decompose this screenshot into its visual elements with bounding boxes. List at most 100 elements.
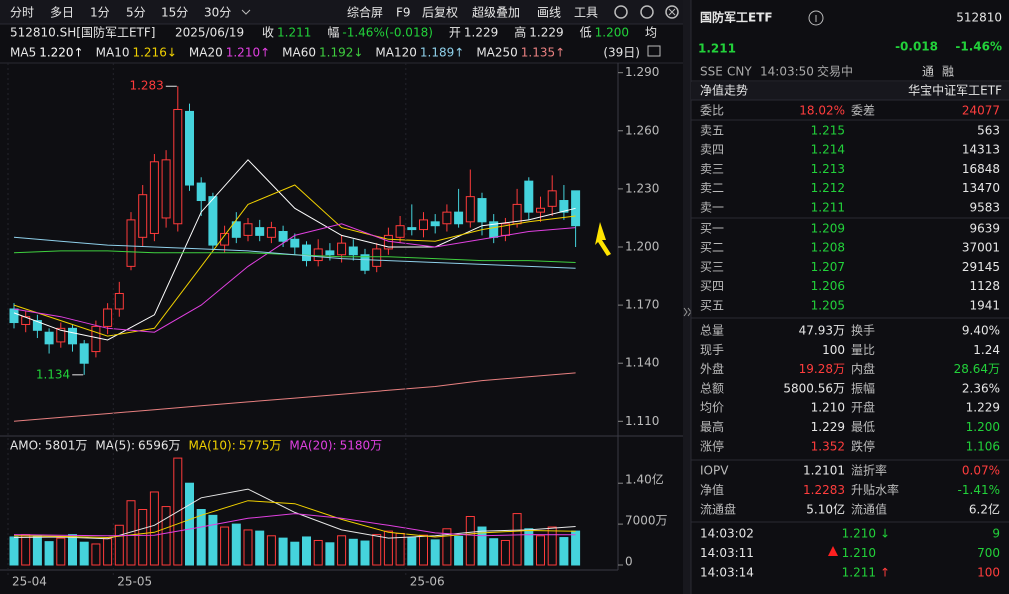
ma-line <box>13 223 576 333</box>
security-code: 512810 <box>956 11 1002 25</box>
field-label: 委差 <box>851 104 875 118</box>
candle-body <box>313 248 323 262</box>
tool-button[interactable]: 超级叠加 <box>472 5 520 20</box>
period-tab[interactable]: 多日 <box>50 6 74 20</box>
field-value: 6.2亿 <box>969 502 1000 517</box>
candle-body <box>220 232 230 246</box>
volume-bar <box>360 540 370 566</box>
book-volume: 14313 <box>962 143 1000 157</box>
nav-link[interactable]: 净值走势 <box>700 83 748 98</box>
badge: 通 <box>922 65 934 79</box>
volume-bar <box>149 491 159 566</box>
candle-body <box>325 250 335 256</box>
book-level: 买四 <box>700 279 724 293</box>
volume-bar <box>536 535 545 566</box>
badge: 融 <box>942 65 954 79</box>
settings-icon[interactable] <box>614 5 628 19</box>
help-icon[interactable] <box>640 5 654 19</box>
trade-marker <box>828 546 838 556</box>
volume-label: AMO: <box>10 439 42 453</box>
candle-body <box>68 327 77 345</box>
candle-body <box>196 182 206 202</box>
volume-bar <box>114 524 124 566</box>
field-value: 100 <box>822 343 845 357</box>
volume-bar <box>161 506 171 566</box>
tool-button[interactable]: 画线 <box>537 6 561 20</box>
close-icon[interactable] <box>665 5 679 19</box>
volume-ma-line <box>13 513 576 537</box>
candle-body <box>91 325 101 353</box>
trade-price: 1.210 <box>842 527 876 541</box>
info-icon[interactable] <box>808 10 824 26</box>
tool-button[interactable]: 工具 <box>574 6 598 20</box>
period-tab[interactable]: 30分 <box>204 6 231 20</box>
field-value: 0.07% <box>962 464 1000 478</box>
tool-button[interactable]: 后复权 <box>422 6 458 20</box>
volume-bar <box>56 537 66 566</box>
period-tab[interactable]: 分时 <box>10 6 34 20</box>
field-label: 升贴水率 <box>851 482 899 497</box>
trade-volume: 100 <box>977 566 1000 580</box>
tool-button[interactable]: 综合屏 <box>347 5 383 20</box>
candle-body <box>547 190 557 207</box>
ma-label: MA250 <box>476 46 517 60</box>
volume-bar <box>395 532 405 566</box>
tool-button[interactable]: F9 <box>396 6 411 20</box>
candle-body <box>348 246 358 256</box>
volume-bar <box>79 541 89 566</box>
volume-bar <box>337 535 347 566</box>
ma-value: 1.192↓ <box>319 46 363 60</box>
trade-price: 1.211 <box>842 566 876 580</box>
volume-bar <box>465 516 475 566</box>
volume-label: MA(20): <box>289 439 336 453</box>
candle-body <box>9 308 19 324</box>
field-value: 1.200 <box>966 420 1000 434</box>
field-label: 净值 <box>700 482 724 497</box>
field-value: 19.28万 <box>799 362 845 376</box>
trade-time: 14:03:11 <box>700 546 754 560</box>
trade-arrow: ↓ <box>880 527 890 541</box>
field-label: 委比 <box>700 104 724 118</box>
trade-volume: 9 <box>992 527 1000 541</box>
y-tick-label: 1.40亿 <box>625 472 664 487</box>
days-range[interactable]: (39日) <box>603 46 640 60</box>
candle-body <box>290 238 300 248</box>
period-tab[interactable]: 5分 <box>126 6 146 20</box>
field-value: 24077 <box>962 104 1000 118</box>
info-label: 收 <box>262 26 274 40</box>
volume-value: 5801万 <box>45 439 88 453</box>
dropdown-icon[interactable] <box>241 9 251 15</box>
book-level: 卖一 <box>700 200 724 214</box>
info-label: 均 <box>645 26 657 40</box>
volume-bar <box>290 541 300 566</box>
ma-label: MA5 <box>10 46 36 60</box>
book-price: 1.205 <box>811 298 845 312</box>
candle-body <box>173 108 183 225</box>
candle-body <box>255 227 265 236</box>
candle-body <box>103 308 113 327</box>
candle-body <box>278 231 288 242</box>
field-label: IOPV <box>700 464 729 478</box>
y-tick-label: 7000万 <box>625 514 668 528</box>
ma-label: MA120 <box>375 46 416 60</box>
book-price: 1.215 <box>811 124 845 138</box>
field-value: 18.02% <box>799 104 845 118</box>
info-label: 幅 <box>327 25 339 40</box>
candle-body <box>266 227 276 238</box>
divider-strip[interactable] <box>683 0 691 594</box>
volume-bar <box>103 538 113 566</box>
field-value: 1.352 <box>811 439 845 453</box>
candle-body <box>524 180 534 213</box>
ma-label: MA10 <box>96 46 130 60</box>
toggle-icon[interactable] <box>647 45 661 57</box>
volume-bar <box>383 530 393 566</box>
period-tab[interactable]: 15分 <box>161 6 188 20</box>
candle-body <box>477 198 487 223</box>
price-change-pct: -1.46% <box>955 40 1002 54</box>
book-price: 1.212 <box>811 181 845 195</box>
candle-body <box>161 159 171 219</box>
period-tab[interactable]: 1分 <box>90 6 110 20</box>
x-tick-label: 25-06 <box>410 575 445 589</box>
